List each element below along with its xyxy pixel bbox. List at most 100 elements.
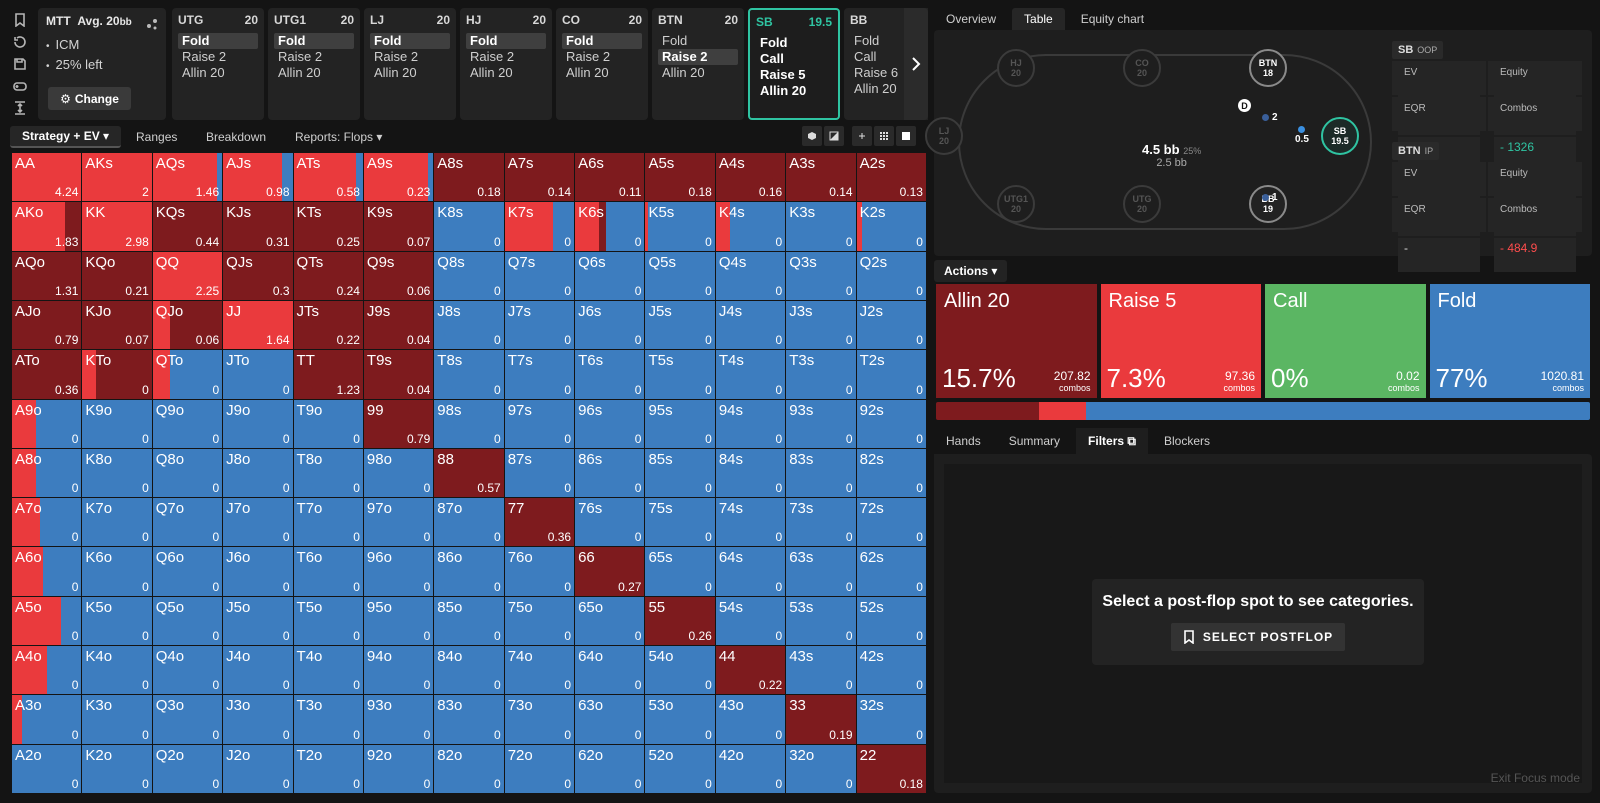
hand-cell[interactable]: 92s 0	[856, 399, 926, 448]
hand-cell[interactable]: T6s 0	[575, 350, 645, 399]
hand-cell[interactable]: 93s 0	[786, 399, 856, 448]
hand-cell[interactable]: A3s 0.14	[786, 153, 856, 202]
hand-cell[interactable]: QTs 0.24	[293, 251, 363, 300]
hand-cell[interactable]: K6s 0	[575, 202, 645, 251]
hand-cell[interactable]: 62s 0	[856, 547, 926, 596]
position-action[interactable]: Allin 20	[566, 65, 609, 80]
hand-cell[interactable]: Q6s 0	[575, 251, 645, 300]
hand-cell[interactable]: Q8s 0	[434, 251, 504, 300]
hand-cell[interactable]: K8o 0	[82, 448, 152, 498]
grid-icon[interactable]	[874, 126, 894, 146]
hand-cell[interactable]: 82s 0	[856, 448, 926, 498]
hand-cell[interactable]: 63o 0	[575, 695, 645, 744]
hand-cell[interactable]: 72s 0	[856, 498, 926, 547]
position-action[interactable]: Raise 5	[760, 67, 806, 82]
hand-cell[interactable]: 54o 0	[645, 646, 715, 695]
hand-cell[interactable]: KQs 0.44	[152, 202, 223, 251]
hand-cell[interactable]: T4o 0	[293, 646, 363, 695]
tab-reports[interactable]: Reports: Flops ▾	[295, 130, 383, 144]
hand-cell[interactable]: AKs 2	[82, 153, 152, 202]
hand-cell[interactable]: K3s 0	[786, 202, 856, 251]
position-action[interactable]: Raise 2	[182, 49, 227, 64]
cube-icon[interactable]	[802, 126, 822, 146]
hand-cell[interactable]: 76s 0	[575, 498, 645, 547]
hand-cell[interactable]: AQs 1.46	[152, 153, 223, 202]
hand-cell[interactable]: 82o 0	[434, 744, 504, 793]
action-card-raise-5[interactable]: Raise 5 7.3% 97.36 combos	[1100, 284, 1261, 398]
hand-cell[interactable]: 52s 0	[856, 596, 926, 646]
hand-cell[interactable]: 94o 0	[363, 646, 434, 695]
hand-cell[interactable]: AKo 1.83	[12, 202, 82, 251]
hand-cell[interactable]: T7s 0	[504, 350, 575, 399]
hand-cell[interactable]: 97o 0	[363, 498, 434, 547]
hand-cell[interactable]: J8o 0	[223, 448, 293, 498]
hand-cell[interactable]: 96s 0	[575, 399, 645, 448]
hand-cell[interactable]: 54s 0	[715, 596, 786, 646]
seat-co[interactable]: CO 20	[1123, 49, 1161, 87]
hand-cell[interactable]: ATs 0.58	[293, 153, 363, 202]
hand-cell[interactable]: 92o 0	[363, 744, 434, 793]
position-action[interactable]: Raise 2	[566, 49, 611, 64]
seat-btn[interactable]: BTN 18	[1249, 49, 1287, 87]
hand-cell[interactable]: K3o 0	[82, 695, 152, 744]
hand-cell[interactable]: Q6o 0	[152, 547, 223, 596]
hand-cell[interactable]: 86s 0	[575, 448, 645, 498]
hand-cell[interactable]: A5o 0	[12, 596, 82, 646]
hand-cell[interactable]: Q2o 0	[152, 744, 223, 793]
hand-cell[interactable]: J8s 0	[434, 300, 504, 350]
hand-cell[interactable]: 75s 0	[645, 498, 715, 547]
seat-utg[interactable]: UTG 20	[1123, 185, 1161, 223]
hand-cell[interactable]: AJo 0.79	[12, 300, 82, 350]
hand-cell[interactable]: J2s 0	[856, 300, 926, 350]
position-action[interactable]: Fold	[562, 33, 642, 49]
hand-cell[interactable]: JTo 0	[223, 350, 293, 399]
hand-cell[interactable]: J6s 0	[575, 300, 645, 350]
position-action[interactable]: Raise 2	[374, 49, 419, 64]
actions-dropdown[interactable]: Actions ▾	[934, 260, 1008, 282]
tab-overview[interactable]: Overview	[946, 12, 997, 26]
hand-cell[interactable]: QQ 2.25	[152, 251, 223, 300]
exit-focus-mode-link[interactable]: Exit Focus mode	[1490, 771, 1580, 785]
hand-cell[interactable]: T5o 0	[293, 596, 363, 646]
hand-cell[interactable]: AA 4.24	[12, 153, 82, 202]
position-action[interactable]: Fold	[178, 33, 258, 49]
hand-cell[interactable]: J5o 0	[223, 596, 293, 646]
hand-cell[interactable]: J5s 0	[645, 300, 715, 350]
hand-cell[interactable]: 76o 0	[504, 547, 575, 596]
hand-cell[interactable]: Q5o 0	[152, 596, 223, 646]
hand-cell[interactable]: 83s 0	[786, 448, 856, 498]
hand-cell[interactable]: 85s 0	[645, 448, 715, 498]
contrast-icon[interactable]	[824, 126, 844, 146]
tab-blockers[interactable]: Blockers	[1163, 434, 1210, 448]
gamepad-icon[interactable]	[12, 78, 28, 94]
seat-bb[interactable]: BB19	[1249, 185, 1287, 223]
hand-cell[interactable]: T2s 0	[856, 350, 926, 399]
compact-icon[interactable]	[852, 126, 872, 146]
hand-cell[interactable]: 99 0.79	[363, 399, 434, 448]
position-action[interactable]: Raise 6	[854, 65, 899, 80]
hand-cell[interactable]: T9s 0.04	[363, 350, 434, 399]
seat-sb[interactable]: SB 19.5	[1321, 117, 1359, 155]
hand-cell[interactable]: KJs 0.31	[223, 202, 293, 251]
seat-utg1[interactable]: UTG1 20	[997, 185, 1035, 223]
hand-cell[interactable]: KK 2.98	[82, 202, 152, 251]
hand-cell[interactable]: 93o 0	[363, 695, 434, 744]
hand-cell[interactable]: 32o 0	[786, 744, 856, 793]
hand-cell[interactable]: 43o 0	[715, 695, 786, 744]
hand-cell[interactable]: JTs 0.22	[293, 300, 363, 350]
hand-cell[interactable]: Q5s 0	[645, 251, 715, 300]
position-action[interactable]: Allin 20	[278, 65, 321, 80]
hand-cell[interactable]: 85o 0	[434, 596, 504, 646]
hand-cell[interactable]: J2o 0	[223, 744, 293, 793]
hand-cell[interactable]: Q9s 0.06	[363, 251, 434, 300]
hand-cell[interactable]: Q3o 0	[152, 695, 223, 744]
hand-cell[interactable]: A6o 0	[12, 547, 82, 596]
hand-cell[interactable]: 32s 0	[856, 695, 926, 744]
hand-cell[interactable]: 94s 0	[715, 399, 786, 448]
hand-cell[interactable]: K4o 0	[82, 646, 152, 695]
position-action[interactable]: Fold	[370, 33, 450, 49]
seat-lj[interactable]: LJ 20	[925, 117, 963, 155]
hand-cell[interactable]: T3s 0	[786, 350, 856, 399]
action-card-fold[interactable]: Fold 77% 1020.81 combos	[1429, 284, 1590, 398]
hand-cell[interactable]: 52o 0	[645, 744, 715, 793]
